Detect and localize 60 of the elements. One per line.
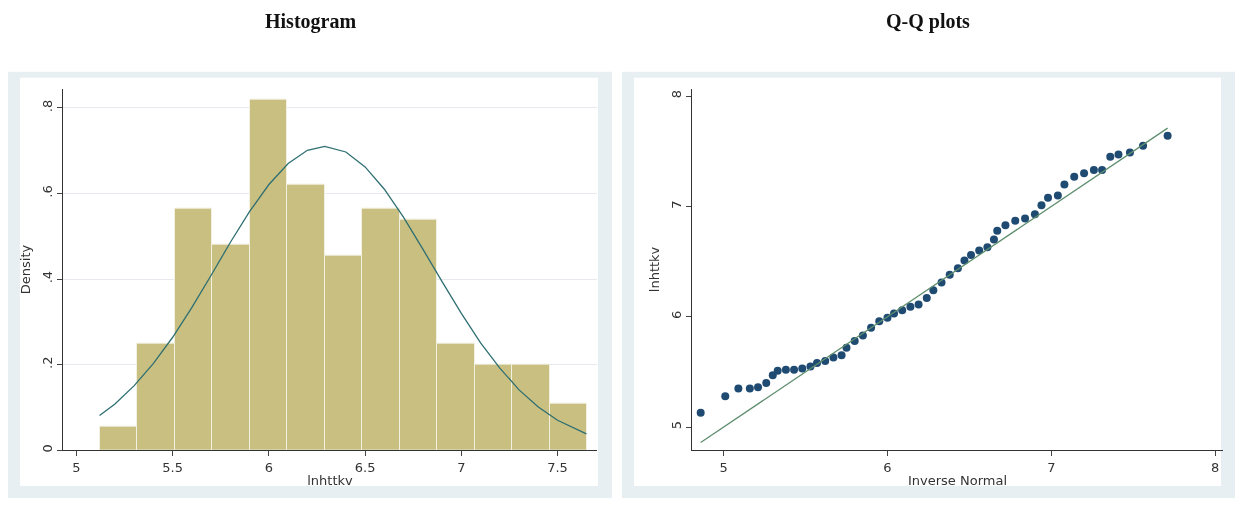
point <box>1106 152 1115 161</box>
point <box>762 378 771 387</box>
point <box>960 256 969 265</box>
point <box>696 408 705 417</box>
x-tick-label: 8 <box>1211 459 1220 475</box>
y-tick-label: .2 <box>39 356 55 369</box>
point <box>1070 172 1079 181</box>
y-tick-label: 5 <box>668 420 684 430</box>
y-tick-label: 6 <box>668 310 684 319</box>
point <box>790 365 799 374</box>
x-axis-title: lnhttkv <box>307 473 354 489</box>
point <box>1080 169 1089 178</box>
point <box>781 365 790 374</box>
point <box>1053 191 1062 200</box>
y-tick-label: 8 <box>668 90 684 99</box>
point <box>734 384 743 393</box>
y-tick-label: .8 <box>39 99 55 113</box>
point <box>906 302 915 311</box>
x-axis-title: Inverse Normal <box>907 473 1008 489</box>
point <box>773 366 782 375</box>
y-axis-title: Density <box>17 244 33 295</box>
chart-title: Histogram <box>265 10 357 33</box>
y-tick-label: .4 <box>39 270 55 284</box>
x-tick-label: 6 <box>264 459 274 475</box>
y-tick-label: 0 <box>39 444 55 453</box>
x-tick-label: 5 <box>719 459 728 475</box>
point <box>993 226 1002 235</box>
point <box>1011 216 1020 225</box>
point <box>1089 166 1098 175</box>
point <box>914 300 923 309</box>
y-tick-label: 7 <box>668 200 684 209</box>
point <box>721 392 730 401</box>
point <box>798 364 807 373</box>
x-tick-label: 7 <box>457 459 466 475</box>
x-tick-label: 7.5 <box>547 459 568 475</box>
point <box>1163 131 1172 140</box>
point <box>922 294 931 302</box>
line-series <box>98 145 588 435</box>
point <box>745 384 754 393</box>
point <box>1021 214 1030 223</box>
y-axis-title: lnhttkv <box>646 246 662 293</box>
x-tick-label: 6.5 <box>354 459 376 475</box>
y-tick-label: .6 <box>39 185 55 198</box>
point <box>1001 221 1010 230</box>
point <box>1114 150 1123 159</box>
point <box>975 246 984 255</box>
point <box>967 250 976 259</box>
x-tick-label: 6 <box>883 459 892 475</box>
point <box>754 383 763 392</box>
point <box>829 353 838 362</box>
point <box>1044 193 1053 202</box>
point <box>837 351 846 360</box>
x-tick-label: 5 <box>72 459 81 475</box>
point <box>1037 201 1046 210</box>
x-tick-label: 7 <box>1047 459 1056 475</box>
point <box>768 371 777 380</box>
point <box>1060 180 1069 189</box>
x-tick-label: 5.5 <box>162 459 184 475</box>
chart-title: Q-Q plots <box>886 10 971 33</box>
point <box>989 235 998 244</box>
